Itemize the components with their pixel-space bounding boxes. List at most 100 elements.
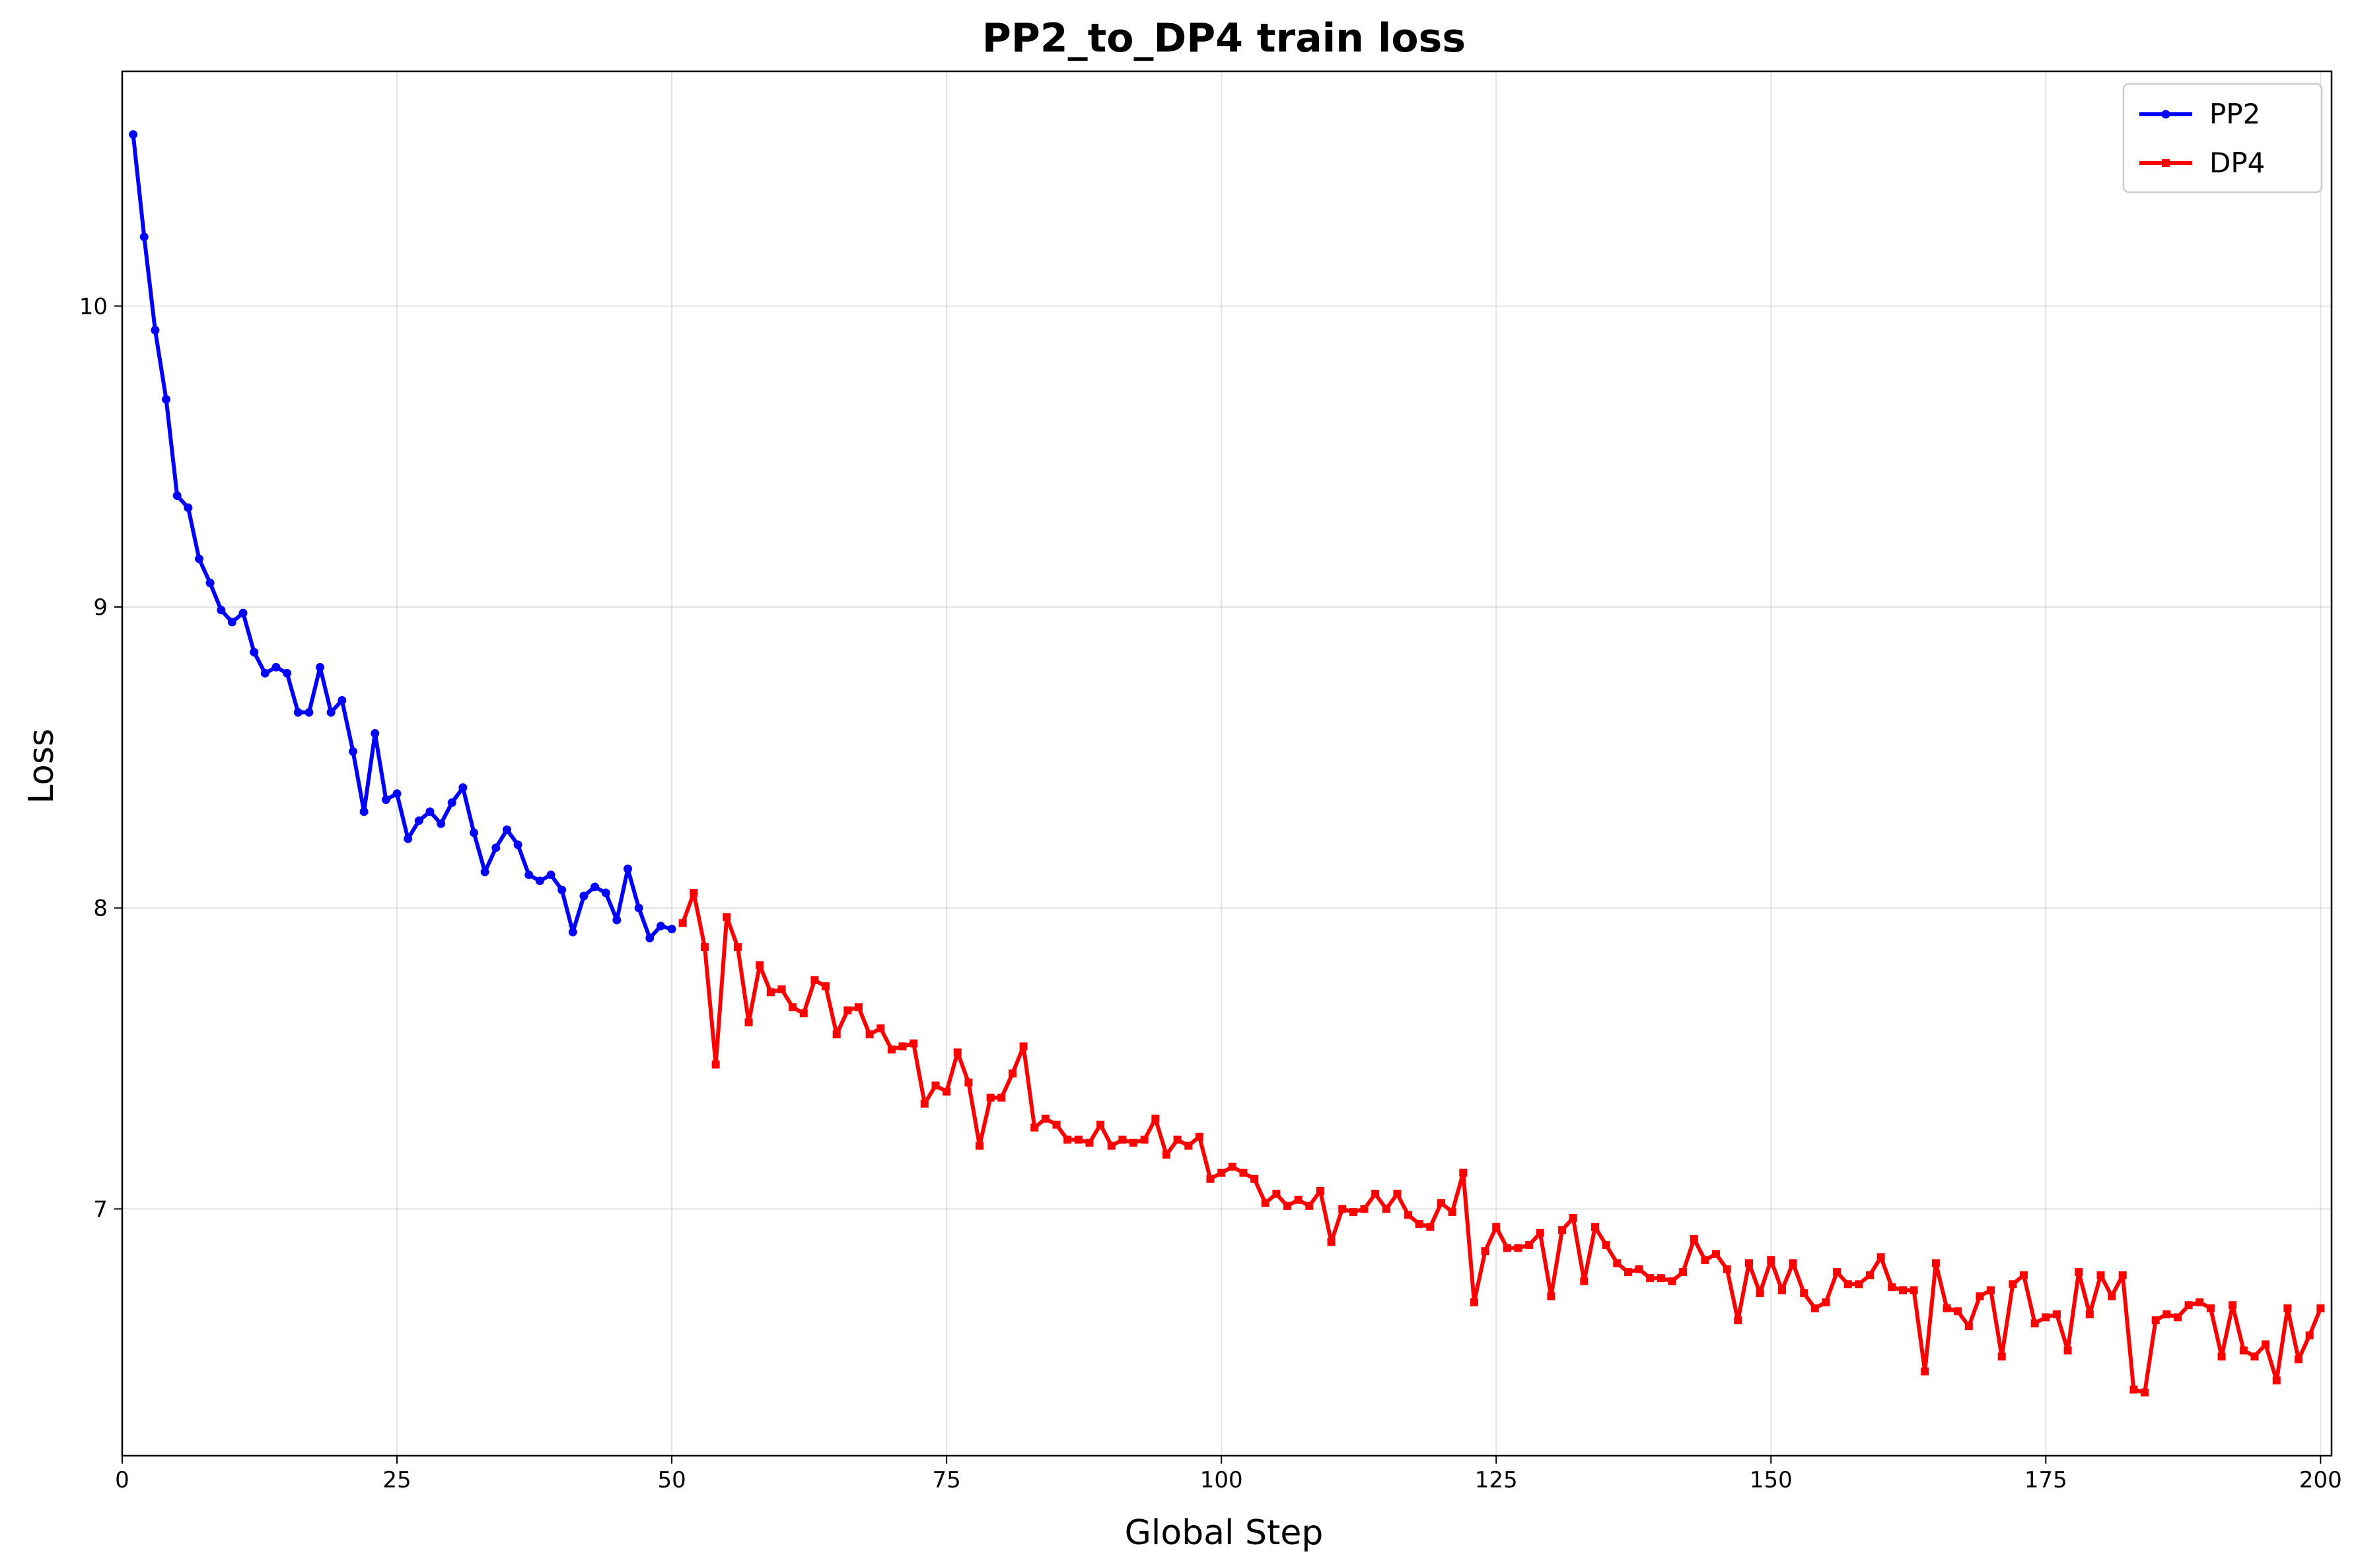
data-point [1876, 1253, 1885, 1262]
data-point [2162, 1310, 2171, 1318]
data-point [733, 943, 742, 951]
x-tick-label: 125 [1475, 1467, 1518, 1493]
data-point [1866, 1271, 1874, 1279]
data-point [1393, 1190, 1402, 1198]
data-point [1888, 1283, 1896, 1291]
data-point [1525, 1241, 1534, 1250]
data-point [129, 130, 138, 139]
data-point [1415, 1220, 1423, 1229]
data-point [2085, 1310, 2094, 1318]
data-point [832, 1030, 841, 1039]
data-point [777, 985, 786, 993]
data-point [1503, 1244, 1511, 1252]
data-point [2316, 1304, 2325, 1312]
data-point [1679, 1268, 1688, 1277]
data-point [2129, 1385, 2138, 1394]
ticks: 0 25 50 75 100 125 150 175 200 7 8 9 10 [79, 293, 2342, 1493]
data-point [359, 807, 369, 816]
data-point [1756, 1289, 1764, 1297]
data-point [1547, 1292, 1555, 1301]
data-point [789, 1003, 797, 1012]
data-point [1964, 1322, 1973, 1331]
data-point [1734, 1316, 1742, 1324]
data-point [1701, 1256, 1709, 1264]
data-point [590, 882, 600, 892]
data-point [1228, 1162, 1236, 1171]
data-point [2009, 1280, 2017, 1289]
data-point [2217, 1352, 2226, 1361]
data-point [656, 921, 665, 931]
legend-entry-dp4: DP4 [2139, 147, 2265, 179]
data-point [2250, 1352, 2259, 1361]
data-point [624, 864, 633, 873]
x-tick-label: 75 [933, 1467, 961, 1493]
data-point [1591, 1223, 1599, 1231]
x-axis-label: Global Step [1125, 1513, 1324, 1553]
series-pp2 [129, 130, 676, 943]
data-point [1767, 1256, 1775, 1264]
data-point [524, 871, 534, 880]
data-point [1371, 1190, 1380, 1198]
data-point [1744, 1259, 1753, 1267]
series-layer [129, 130, 2325, 1397]
x-tick-label: 50 [657, 1467, 686, 1493]
x-tick-label: 0 [115, 1467, 129, 1493]
data-point [723, 913, 731, 921]
data-point [1019, 1042, 1028, 1051]
data-point [1843, 1280, 1852, 1289]
data-point [2052, 1310, 2061, 1318]
data-point [172, 491, 182, 500]
data-point [1184, 1141, 1193, 1150]
data-point [1997, 1352, 2006, 1361]
x-tick-label: 100 [1200, 1467, 1243, 1493]
data-point [2174, 1313, 2182, 1322]
data-point [205, 579, 215, 588]
data-point [1855, 1280, 1863, 1289]
data-point [425, 807, 435, 816]
data-point [943, 1087, 951, 1096]
data-point [1635, 1265, 1643, 1273]
data-point [1558, 1226, 1567, 1234]
data-point [227, 618, 236, 627]
data-point [1250, 1174, 1259, 1183]
data-point [711, 1060, 720, 1069]
legend-label: PP2 [2209, 98, 2260, 130]
data-point [1151, 1114, 1160, 1123]
data-point [887, 1045, 896, 1053]
data-point [1800, 1289, 1808, 1297]
data-point [634, 904, 643, 913]
data-point [1404, 1211, 1413, 1219]
legend-entry-pp2: PP2 [2139, 98, 2260, 130]
data-point [283, 668, 292, 678]
data-point [1910, 1286, 1918, 1295]
data-point [2195, 1298, 2204, 1306]
data-point [744, 1018, 753, 1026]
data-point [2063, 1346, 2072, 1355]
data-point [612, 915, 622, 925]
data-point [1668, 1277, 1676, 1285]
data-point [1602, 1241, 1610, 1250]
data-point [1690, 1234, 1698, 1243]
data-point [976, 1141, 984, 1150]
data-point [2020, 1271, 2028, 1279]
data-point [1921, 1367, 1929, 1376]
data-point [799, 1009, 808, 1018]
data-point [1096, 1120, 1105, 1129]
data-point [2206, 1304, 2215, 1312]
x-tick-label: 150 [1750, 1467, 1793, 1493]
data-point [1360, 1205, 1369, 1213]
data-point [1041, 1114, 1050, 1123]
data-point [1338, 1205, 1347, 1213]
data-point [2075, 1268, 2083, 1277]
data-point [404, 834, 413, 843]
data-point [1272, 1190, 1281, 1198]
data-point [2283, 1304, 2292, 1312]
data-point [1140, 1135, 1149, 1144]
y-tick-label: 10 [79, 293, 108, 320]
x-tick-label: 25 [382, 1467, 411, 1493]
data-point [1195, 1133, 1203, 1141]
data-point [1536, 1229, 1544, 1237]
grid [122, 71, 2332, 1456]
